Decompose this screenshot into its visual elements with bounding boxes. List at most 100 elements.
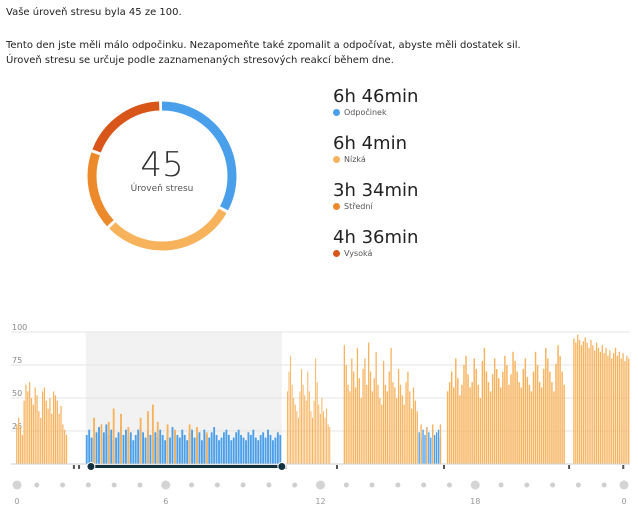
no-data-marker xyxy=(622,465,625,469)
stress-bar xyxy=(386,391,388,464)
timeline-hour-dot[interactable] xyxy=(575,482,581,488)
stress-bar xyxy=(64,429,66,464)
timeline-hour-dot[interactable] xyxy=(395,482,401,488)
legend-dot-icon xyxy=(333,156,340,163)
stress-bar xyxy=(23,400,25,464)
timeline-hour-dot[interactable] xyxy=(446,482,452,488)
range-scrubber-track[interactable] xyxy=(90,465,282,468)
stress-bar xyxy=(530,391,533,464)
timeline-hour-dot[interactable] xyxy=(111,482,117,488)
stress-score: 45 xyxy=(140,145,184,185)
stress-bar xyxy=(301,368,303,464)
timeline-hour-dot[interactable] xyxy=(240,482,246,488)
stress-bar xyxy=(426,427,428,464)
stress-bar xyxy=(551,382,553,464)
stress-bar xyxy=(156,421,159,464)
timeline-hour-dot[interactable] xyxy=(619,480,629,490)
stress-bar xyxy=(34,387,36,464)
stress-bar xyxy=(626,355,628,464)
rest-bar xyxy=(95,432,98,464)
timeline-hour-dot[interactable] xyxy=(601,482,607,488)
timeline-hour-dot[interactable] xyxy=(524,482,530,488)
timeline-hour-dot[interactable] xyxy=(343,482,349,488)
timeline-hour-dot[interactable] xyxy=(470,480,480,490)
timeline-hour-dot[interactable] xyxy=(369,482,375,488)
rest-bar xyxy=(161,434,164,464)
stress-bar xyxy=(58,413,60,464)
stress-bar xyxy=(43,387,46,464)
rest-bar xyxy=(272,440,274,464)
stress-bar xyxy=(19,427,22,464)
stress-bar xyxy=(618,351,620,464)
stress-bar xyxy=(324,417,326,464)
timeline-hour-dot[interactable] xyxy=(161,480,171,490)
stress-bar xyxy=(368,342,370,464)
stress-bar xyxy=(329,427,331,464)
rest-bar xyxy=(124,429,127,464)
stress-bar xyxy=(45,400,47,464)
stress-bar xyxy=(628,358,630,464)
rest-bar xyxy=(181,429,184,464)
stress-bar xyxy=(573,338,575,464)
rest-bar xyxy=(422,429,424,464)
stress-bar xyxy=(356,347,359,464)
timeline-hour-dot[interactable] xyxy=(214,482,220,488)
stress-bar xyxy=(62,424,64,464)
no-data-marker xyxy=(568,465,571,469)
timeline-hour-dot[interactable] xyxy=(498,482,504,488)
timeline-hour-dot[interactable] xyxy=(421,482,427,488)
stress-bar xyxy=(439,424,442,464)
stress-bar xyxy=(343,345,345,464)
range-handle-start[interactable] xyxy=(86,462,96,471)
rest-bar xyxy=(242,437,245,464)
stress-bar xyxy=(312,417,313,464)
timeline-hour-dot[interactable] xyxy=(189,482,195,488)
y-tick-label: 50 xyxy=(12,389,22,398)
stress-bar xyxy=(297,417,299,464)
rest-bar xyxy=(240,434,243,464)
stress-bar xyxy=(364,358,366,464)
stress-bar xyxy=(120,413,122,464)
stress-bar xyxy=(305,400,307,464)
stress-bar xyxy=(30,398,33,464)
stress-bar xyxy=(38,411,40,464)
stress-bar xyxy=(147,411,149,464)
timeline-hour-dot[interactable] xyxy=(60,482,66,488)
rest-bar xyxy=(254,437,257,464)
stress-bar xyxy=(369,371,372,464)
timeline-hour-dot[interactable] xyxy=(137,482,143,488)
rest-bar xyxy=(245,440,247,464)
timeline-hour-dot[interactable] xyxy=(266,482,272,488)
stress-bar xyxy=(411,408,413,464)
stress-bar xyxy=(399,384,402,464)
rest-bar xyxy=(208,437,211,464)
legend-item-rest: 6h 46min Odpočinek xyxy=(333,86,418,133)
x-tick-label: 0 xyxy=(14,497,19,506)
stress-bar xyxy=(563,384,565,464)
stress-bar xyxy=(21,434,23,464)
stress-bar xyxy=(403,404,405,464)
rest-bar xyxy=(218,440,220,464)
stress-bar xyxy=(196,427,198,464)
stress-bar xyxy=(388,371,390,464)
stress-bar xyxy=(381,404,383,464)
range-handle-end[interactable] xyxy=(277,462,287,471)
timeline-hour-dot[interactable] xyxy=(292,482,298,488)
stress-bar xyxy=(561,371,563,464)
rest-bar xyxy=(424,434,426,464)
stress-bar xyxy=(107,421,110,464)
stress-bar xyxy=(345,365,347,464)
legend-duration: 4h 36min xyxy=(333,227,419,248)
timeline-hour-dot[interactable] xyxy=(85,482,91,488)
stress-bar xyxy=(27,391,29,464)
rest-bar xyxy=(198,432,201,464)
timeline-hour-dot[interactable] xyxy=(12,480,22,490)
rest-bar xyxy=(129,432,132,464)
timeline-hour-dot[interactable] xyxy=(550,482,556,488)
stress-bar xyxy=(504,355,506,464)
timeline-hour-dot[interactable] xyxy=(34,482,40,488)
stress-bar xyxy=(302,384,304,464)
stress-bar xyxy=(407,371,409,464)
timeline-hour-dot[interactable] xyxy=(316,480,325,490)
legend-item-medium: 3h 34min Střední xyxy=(333,180,418,227)
